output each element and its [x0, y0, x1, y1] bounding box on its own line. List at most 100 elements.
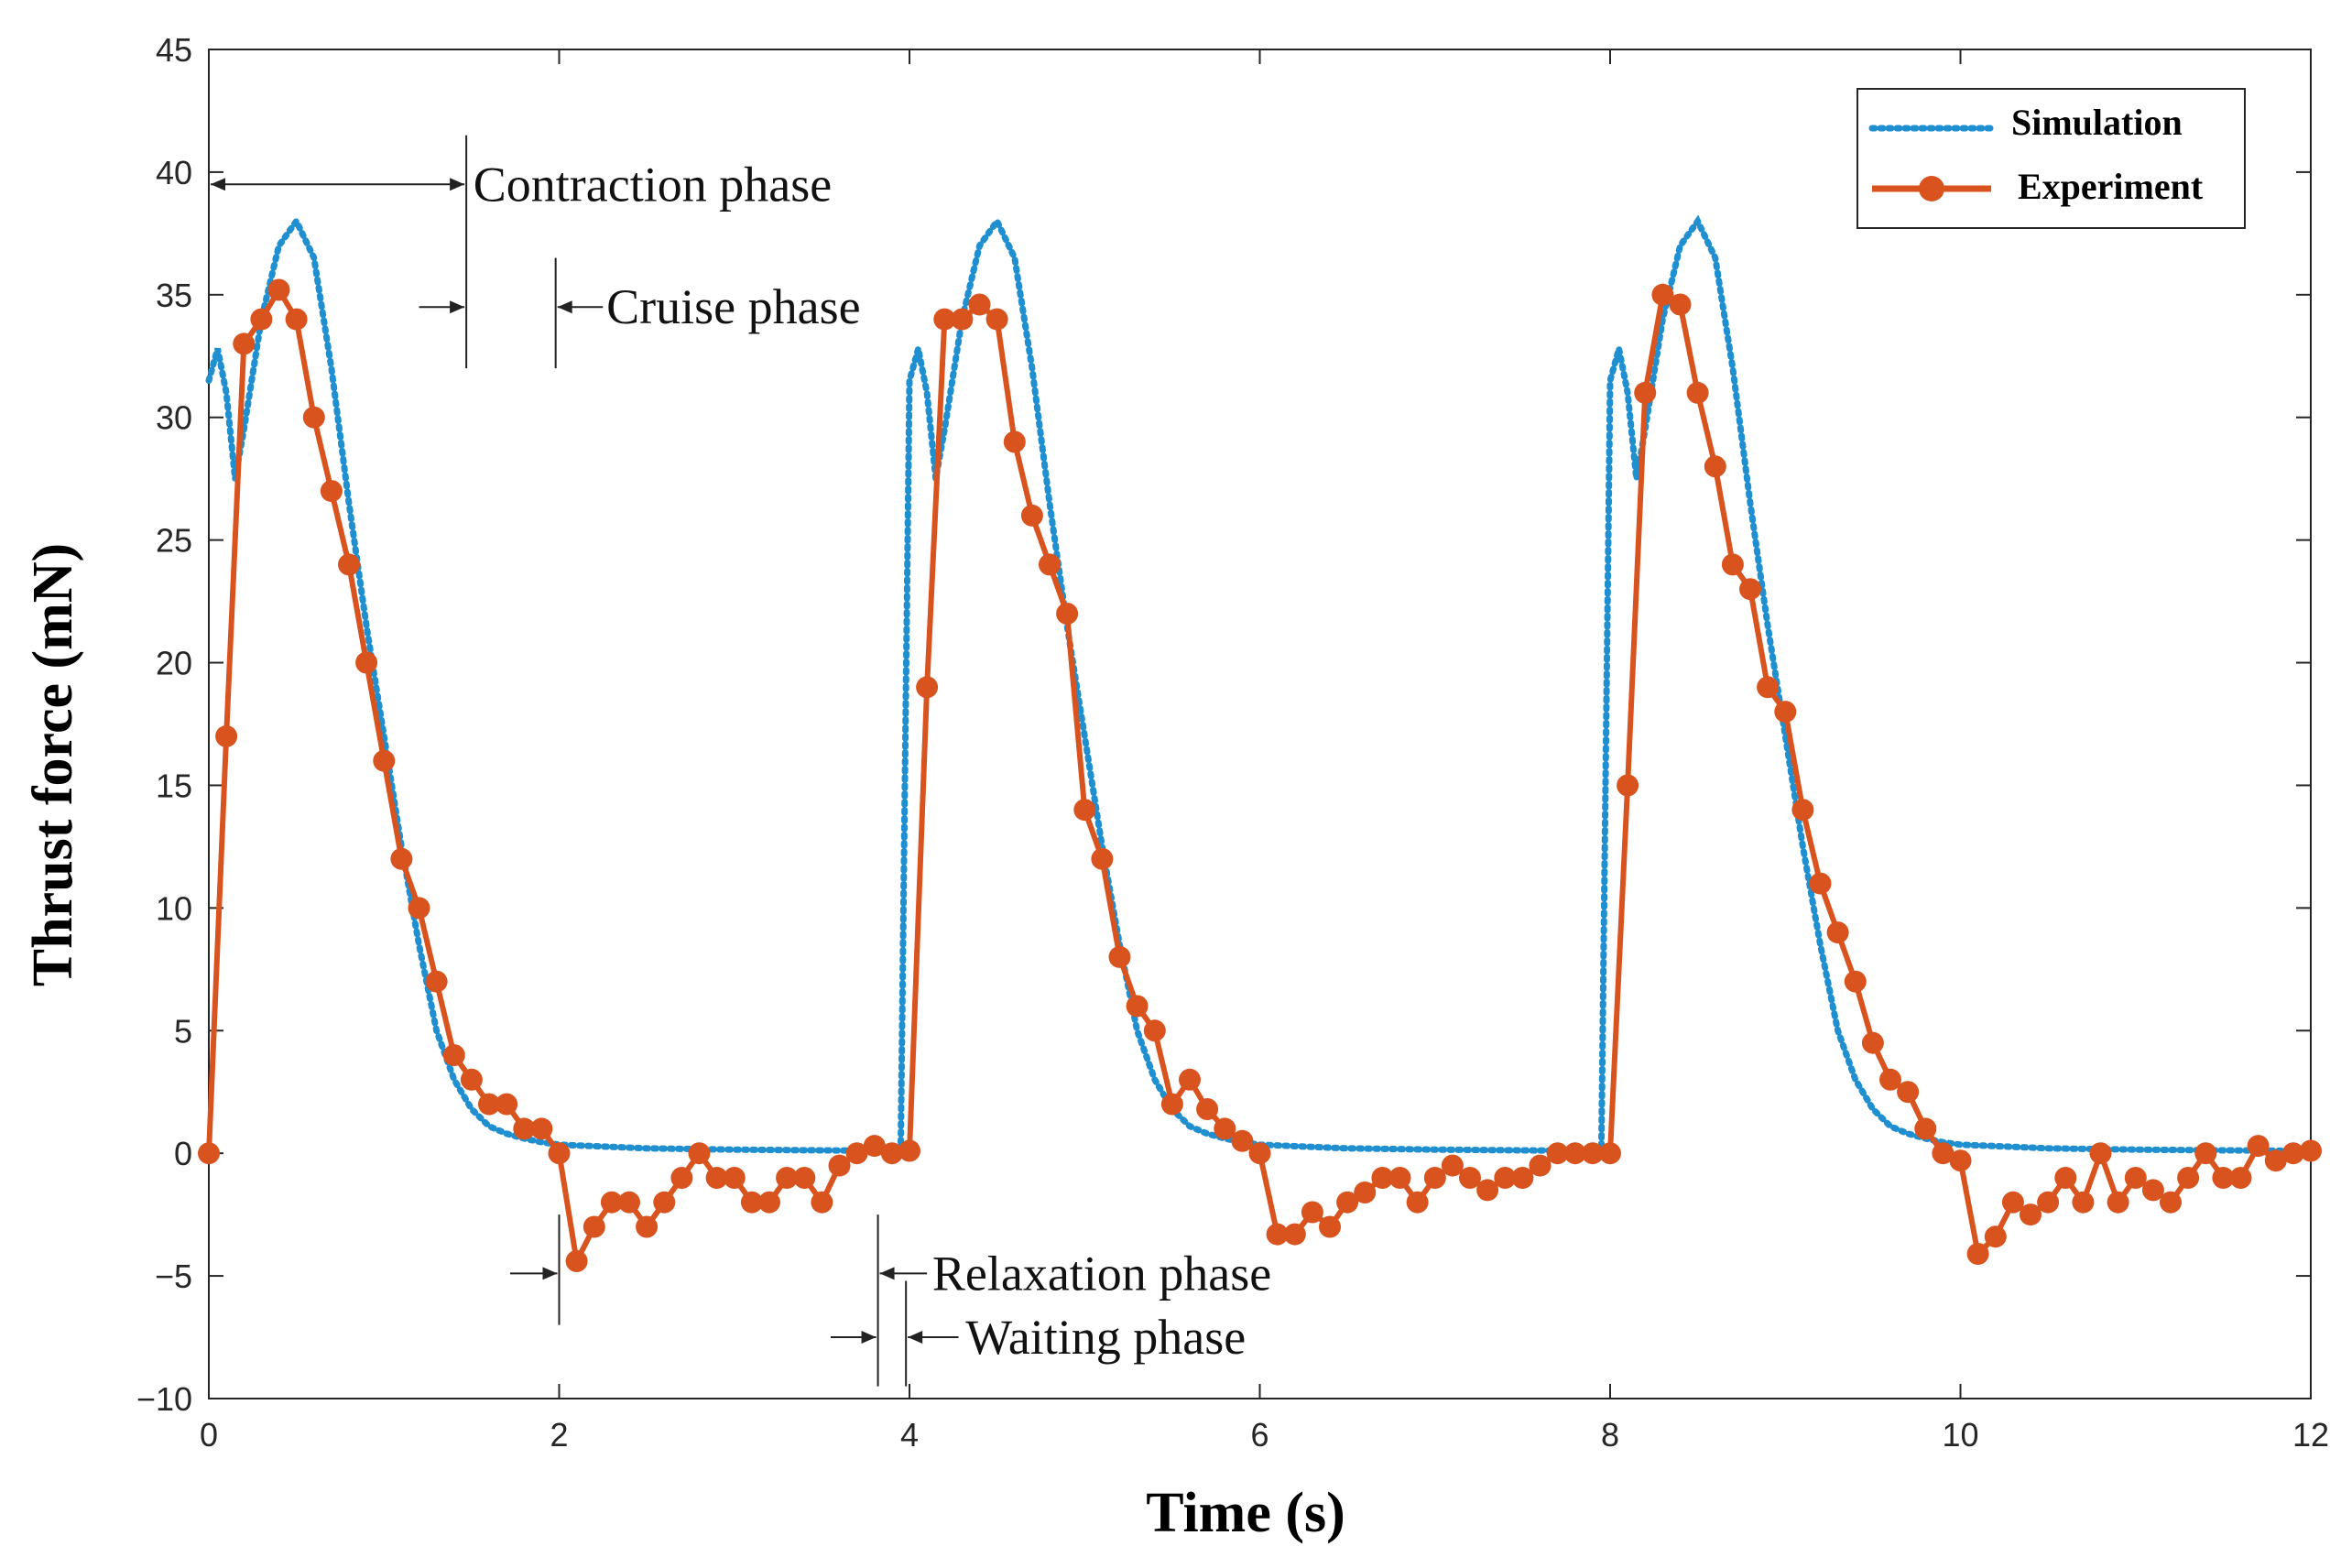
experiment-point — [215, 724, 238, 747]
experiment-point — [1686, 381, 1709, 404]
experiment-point — [548, 1142, 571, 1165]
experiment-point — [1529, 1154, 1552, 1177]
y-tick-label: 45 — [156, 31, 192, 69]
x-axis-label: Time (s) — [1146, 1482, 1345, 1544]
experiment-point — [320, 480, 343, 503]
experiment-point — [2281, 1142, 2304, 1165]
experiment-point — [1563, 1142, 1586, 1165]
experiment-point — [916, 676, 939, 699]
experiment-point — [2037, 1191, 2060, 1214]
experiment-point — [1003, 430, 1026, 453]
y-tick-label: 30 — [156, 399, 192, 437]
experiment-point — [2107, 1191, 2129, 1214]
annotation-relaxation: Relaxation phase — [932, 1246, 1271, 1301]
y-tick-label: −10 — [136, 1380, 192, 1418]
experiment-point — [338, 553, 360, 576]
annotation-arrowhead — [211, 178, 225, 191]
experiment-point — [390, 847, 413, 870]
experiment-point — [670, 1167, 693, 1189]
experiment-point — [1179, 1068, 1201, 1091]
experiment-point — [2054, 1167, 2077, 1189]
annotation-arrowhead — [450, 300, 465, 314]
x-tick-label: 4 — [900, 1416, 919, 1454]
experiment-point — [600, 1191, 623, 1214]
experiment-point — [2089, 1142, 2112, 1165]
experiment-point — [1774, 701, 1797, 724]
experiment-point — [1476, 1179, 1499, 1202]
experiment-point — [653, 1191, 676, 1214]
experiment-point — [2001, 1191, 2024, 1214]
experiment-point — [1704, 455, 1726, 478]
experiment-point — [1248, 1142, 1271, 1165]
experiment-point — [2124, 1167, 2147, 1189]
annotation-waiting: Waiting phase — [965, 1310, 1246, 1365]
annotation-arrowhead — [557, 300, 572, 314]
experiment-point — [583, 1215, 605, 1238]
experiment-point — [1020, 504, 1043, 527]
experiment-point — [1126, 995, 1149, 1018]
experiment-point — [233, 332, 256, 355]
experiment-point — [1581, 1142, 1604, 1165]
experiment-point — [1966, 1243, 1989, 1265]
experiment-point — [1617, 774, 1639, 797]
experiment-point — [1721, 553, 1744, 576]
experiment-point — [2160, 1191, 2182, 1214]
experiment-point — [1091, 847, 1114, 870]
y-tick-label: 10 — [156, 889, 192, 927]
y-tick-label: 40 — [156, 154, 192, 191]
experiment-point — [828, 1154, 851, 1177]
experiment-point — [250, 308, 273, 331]
experiment-point — [793, 1167, 816, 1189]
legend-box — [1856, 88, 2246, 229]
experiment-point — [618, 1191, 640, 1214]
experiment-point — [565, 1250, 588, 1272]
experiment-point — [1354, 1181, 1377, 1203]
experiment-point — [1932, 1142, 1954, 1165]
experiment-point — [1108, 945, 1131, 968]
annotation-cruise: Cruise phase — [606, 279, 860, 334]
experiment-point — [758, 1191, 780, 1214]
experiment-point — [1214, 1117, 1236, 1140]
experiment-point — [478, 1093, 500, 1116]
annotation-arrowhead — [542, 1267, 558, 1280]
experiment-point — [442, 1044, 465, 1067]
x-tick-label: 2 — [550, 1416, 568, 1454]
axis-ticks: 0 2 4 6 8 10 12 −10 −5 0 5 10 15 20 25 30 35 40 45 — [136, 31, 2329, 1454]
experiment-point — [1231, 1129, 1254, 1152]
experiment-point — [2194, 1142, 2217, 1165]
experiment-point — [2229, 1167, 2252, 1189]
experiment-point — [460, 1068, 483, 1091]
experiment-point — [1897, 1081, 1920, 1104]
experiment-point — [285, 308, 308, 331]
annotation-arrowhead — [908, 1331, 923, 1345]
experiment-point — [705, 1167, 728, 1189]
experiment-point — [1914, 1117, 1937, 1140]
experiment-point — [1634, 381, 1657, 404]
experiment-point — [811, 1191, 833, 1214]
experiment-point — [355, 651, 378, 674]
experiment-point — [1949, 1149, 1972, 1172]
experiment-point — [2141, 1179, 2164, 1202]
y-tick-label: 15 — [156, 767, 192, 804]
legend-experiment-marker — [1919, 176, 1944, 201]
experiment-point — [1809, 872, 1832, 895]
legend: Simulation Experiment — [1856, 88, 2246, 229]
experiment-point — [898, 1139, 920, 1162]
y-tick-label: 0 — [174, 1135, 192, 1172]
experiment-point — [198, 1142, 220, 1165]
experiment-point — [1371, 1167, 1394, 1189]
experiment-point — [373, 749, 396, 772]
x-tick-label: 8 — [1601, 1416, 1619, 1454]
experiment-point — [1844, 970, 1867, 993]
experiment-point — [985, 308, 1008, 331]
experiment-point — [1301, 1201, 1323, 1224]
experiment-point — [530, 1117, 553, 1140]
experiment-point — [2072, 1191, 2095, 1214]
experiment-point — [408, 897, 430, 920]
experiment-point — [2212, 1167, 2235, 1189]
y-tick-label: 35 — [156, 277, 192, 314]
experiment-point — [776, 1167, 799, 1189]
experiment-point — [1406, 1191, 1429, 1214]
experiment-point — [1336, 1191, 1359, 1214]
experiment-point — [1791, 799, 1814, 822]
